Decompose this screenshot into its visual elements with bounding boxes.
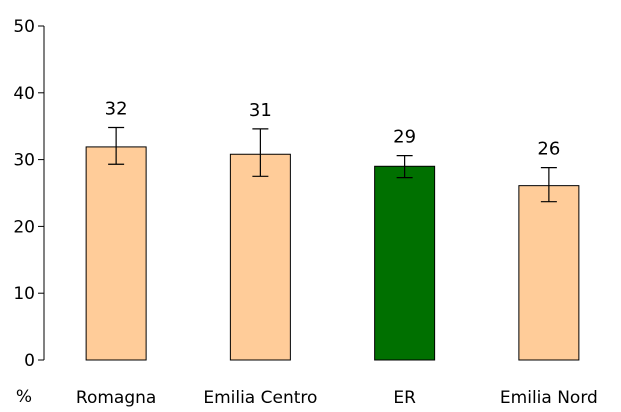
error-bar <box>396 154 413 179</box>
category-label: Emilia Nord <box>500 388 598 408</box>
category-label: Romagna <box>76 388 156 408</box>
y-axis: 0 10 20 30 40 50 <box>13 17 45 371</box>
bar-emilia-nord <box>518 185 580 361</box>
error-bars <box>108 126 557 203</box>
bars <box>85 146 580 361</box>
data-label: 32 <box>105 99 128 120</box>
y-axis-unit-label: % <box>16 387 32 407</box>
y-tick-label: 40 <box>13 84 35 104</box>
data-label: 29 <box>393 127 416 148</box>
y-tick-label: 0 <box>24 351 35 371</box>
y-tick-label: 30 <box>13 151 35 171</box>
category-labels: Romagna Emilia Centro ER Emilia Nord <box>76 388 598 408</box>
error-bar <box>252 128 269 177</box>
data-label: 26 <box>537 139 560 160</box>
y-tick-label: 50 <box>13 17 35 37</box>
bar-er <box>374 165 436 361</box>
error-bar <box>108 126 125 165</box>
category-label: Emilia Centro <box>203 388 317 408</box>
data-labels: 32 31 29 26 <box>105 99 561 160</box>
bar-emilia-centro <box>229 153 291 361</box>
y-tick-label: 20 <box>13 217 35 237</box>
y-tick-label: 10 <box>13 284 35 304</box>
data-label: 31 <box>249 100 272 121</box>
category-label: ER <box>393 388 416 408</box>
bar-romagna <box>85 146 147 361</box>
error-bar <box>540 167 557 203</box>
